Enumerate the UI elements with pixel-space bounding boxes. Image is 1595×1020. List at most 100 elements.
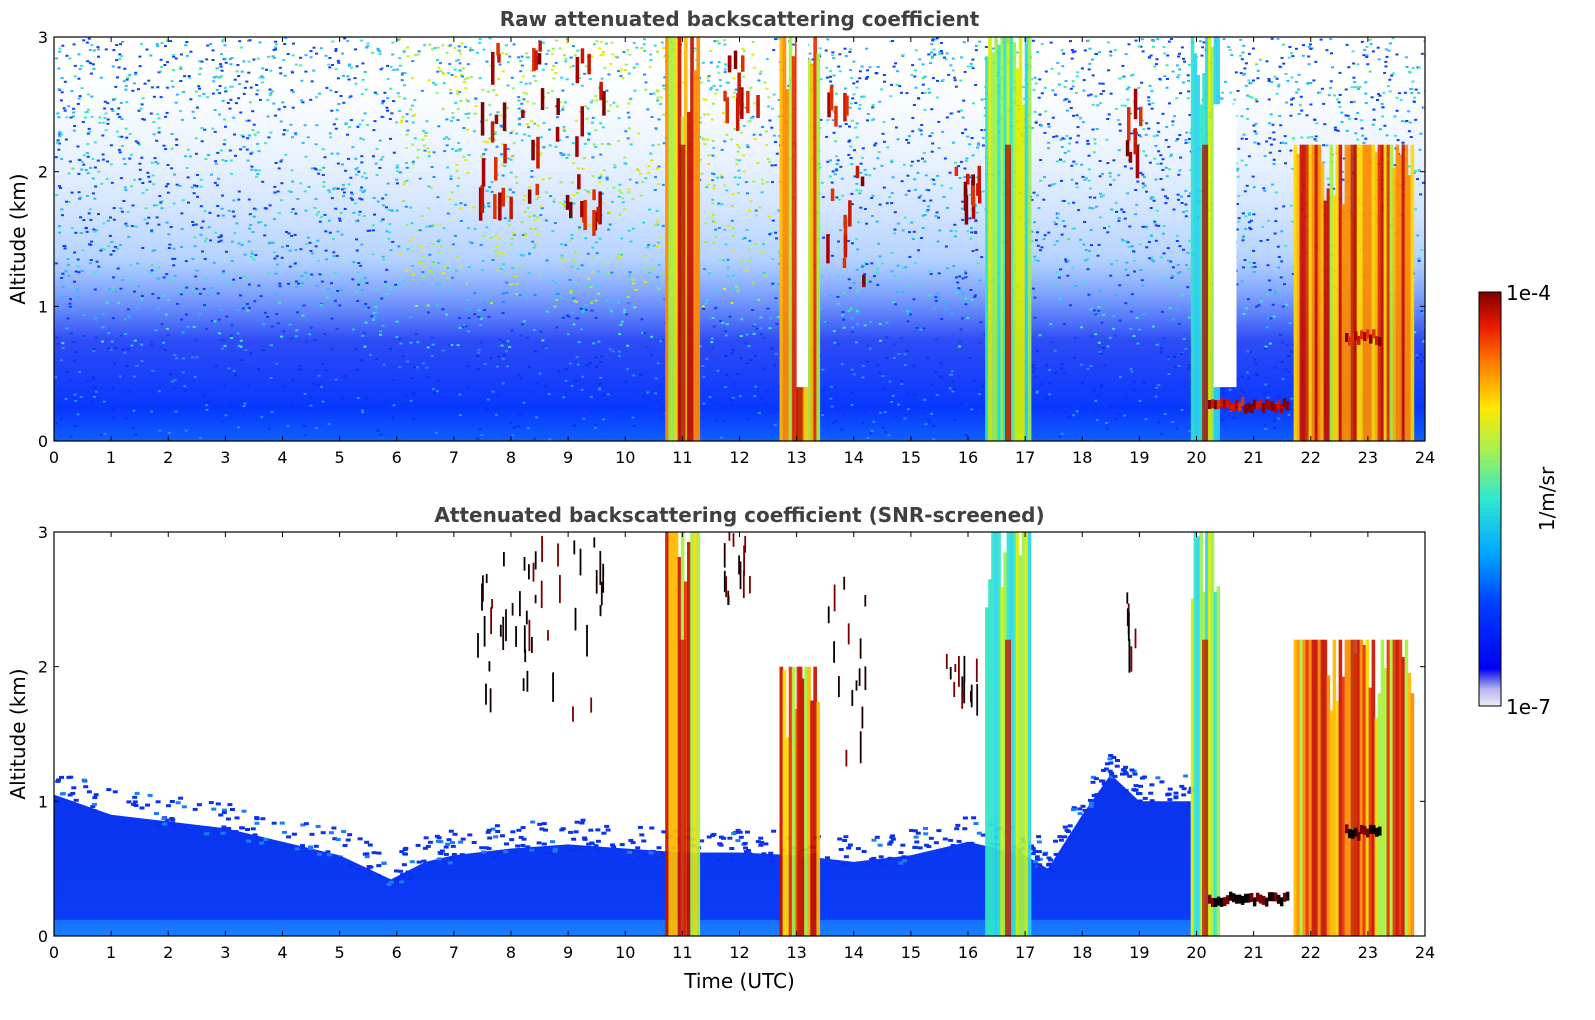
x-tick-label: 5 <box>335 448 345 467</box>
x-tick-label: 24 <box>1415 448 1435 467</box>
x-tick-label: 17 <box>1015 943 1035 962</box>
x-tick-label: 8 <box>506 943 516 962</box>
x-tick-label: 18 <box>1072 943 1092 962</box>
precip-column <box>985 37 1032 441</box>
x-tick-label: 22 <box>1301 943 1321 962</box>
x-ticks-screened: 0 1 2 3 4 5 6 7 8 9 10 11 12 13 14 15 16 17 18 19 20 21 22 23 24 <box>49 532 1435 962</box>
precip-column <box>1293 144 1415 441</box>
x-tick-label: 3 <box>220 943 230 962</box>
x-tick-label: 19 <box>1129 943 1149 962</box>
x-tick-label: 0 <box>49 943 59 962</box>
x-tick-label: 20 <box>1186 943 1206 962</box>
cloud-patches <box>945 653 979 716</box>
x-tick-label: 8 <box>506 448 516 467</box>
x-tick-label: 17 <box>1015 448 1035 467</box>
colorbar-label: 1/m/sr <box>1535 466 1559 531</box>
colorbar-min-label: 1e-7 <box>1506 695 1551 719</box>
x-tick-label: 2 <box>163 943 173 962</box>
precip-column <box>1190 532 1220 936</box>
x-tick-label: 6 <box>392 448 402 467</box>
x-tick-label: 13 <box>786 448 806 467</box>
x-tick-label: 23 <box>1358 943 1378 962</box>
x-tick-label: 21 <box>1243 943 1263 962</box>
x-tick-label: 2 <box>163 448 173 467</box>
x-tick-label: 0 <box>49 448 59 467</box>
x-tick-label: 6 <box>392 943 402 962</box>
colorbar-gradient <box>1478 291 1502 707</box>
cloud-patches <box>723 50 760 131</box>
x-tick-label: 1 <box>106 943 116 962</box>
x-tick-label: 15 <box>901 448 921 467</box>
x-axis-label: Time (UTC) <box>683 969 795 993</box>
x-tick-label: 12 <box>729 448 749 467</box>
y-axis-label-screened: Altitude (km) <box>6 668 30 799</box>
x-tick-label: 11 <box>672 448 692 467</box>
x-tick-label: 7 <box>449 943 459 962</box>
heatmap-screened <box>54 532 1415 936</box>
x-tick-label: 7 <box>449 448 459 467</box>
panel-raw: Raw attenuated backscattering coefficien… <box>6 7 1435 467</box>
chart-title-raw: Raw attenuated backscattering coefficien… <box>500 7 980 31</box>
heatmap-raw <box>54 37 1425 441</box>
y-tick-label: 2 <box>38 658 48 677</box>
y-axis-label-raw: Altitude (km) <box>6 173 30 304</box>
x-tick-label: 22 <box>1301 448 1321 467</box>
x-tick-label: 24 <box>1415 943 1435 962</box>
colorbar: 1e-4 1e-7 1/m/sr <box>1478 281 1559 719</box>
cloud-patches <box>478 40 606 236</box>
x-tick-label: 5 <box>335 943 345 962</box>
y-tick-label: 3 <box>38 523 48 542</box>
x-tick-label: 4 <box>277 448 287 467</box>
x-tick-label: 15 <box>901 943 921 962</box>
x-ticks-raw: 0 1 2 3 4 5 6 7 8 9 10 11 12 13 14 15 16 17 18 19 20 21 22 23 24 <box>49 37 1435 467</box>
cloud-patches <box>477 535 605 722</box>
x-tick-label: 18 <box>1072 448 1092 467</box>
x-tick-label: 23 <box>1358 448 1378 467</box>
panel-screened: Attenuated backscattering coefficient (S… <box>6 503 1435 993</box>
x-tick-label: 3 <box>220 448 230 467</box>
y-tick-label: 3 <box>38 28 48 47</box>
y-tick-label: 0 <box>38 927 48 946</box>
x-tick-label: 10 <box>615 943 635 962</box>
x-tick-label: 11 <box>672 943 692 962</box>
cloud-patches <box>1126 592 1137 673</box>
precip-column <box>985 532 1032 936</box>
y-ticks-screened: 0 1 2 3 <box>38 523 1425 946</box>
chart-title-screened: Attenuated backscattering coefficient (S… <box>434 503 1044 527</box>
cloud-base-layer <box>1207 891 1290 907</box>
y-tick-label: 1 <box>38 297 48 316</box>
x-tick-label: 14 <box>844 448 864 467</box>
cloud-patches <box>1125 88 1143 179</box>
x-tick-label: 21 <box>1243 448 1263 467</box>
y-tick-label: 2 <box>38 163 48 182</box>
cloud-patches <box>827 576 867 767</box>
precip-column <box>665 532 701 936</box>
boundary-layer <box>54 774 1191 936</box>
x-tick-label: 19 <box>1129 448 1149 467</box>
elevated-cloud-layer <box>1345 824 1382 841</box>
x-tick-label: 4 <box>277 943 287 962</box>
clear-gap <box>796 37 809 388</box>
cloud-patches <box>826 85 866 288</box>
x-tick-label: 10 <box>615 448 635 467</box>
clear-gap <box>1213 104 1237 388</box>
x-tick-label: 9 <box>563 448 573 467</box>
x-tick-label: 20 <box>1186 448 1206 467</box>
x-tick-label: 9 <box>563 943 573 962</box>
y-tick-label: 0 <box>38 432 48 451</box>
x-tick-label: 14 <box>844 943 864 962</box>
elevated-cloud-layer <box>1345 329 1382 346</box>
colorbar-max-label: 1e-4 <box>1506 281 1551 305</box>
precip-column <box>779 666 821 936</box>
cloud-base-layer <box>1207 396 1290 414</box>
cloud-patches <box>723 532 751 605</box>
x-tick-label: 13 <box>786 943 806 962</box>
x-tick-label: 16 <box>958 943 978 962</box>
cloud-patches <box>954 165 982 225</box>
y-tick-label: 1 <box>38 792 48 811</box>
x-tick-label: 16 <box>958 448 978 467</box>
x-tick-label: 1 <box>106 448 116 467</box>
precip-column <box>1293 639 1415 936</box>
y-ticks-raw: 0 1 2 3 <box>38 28 1425 451</box>
